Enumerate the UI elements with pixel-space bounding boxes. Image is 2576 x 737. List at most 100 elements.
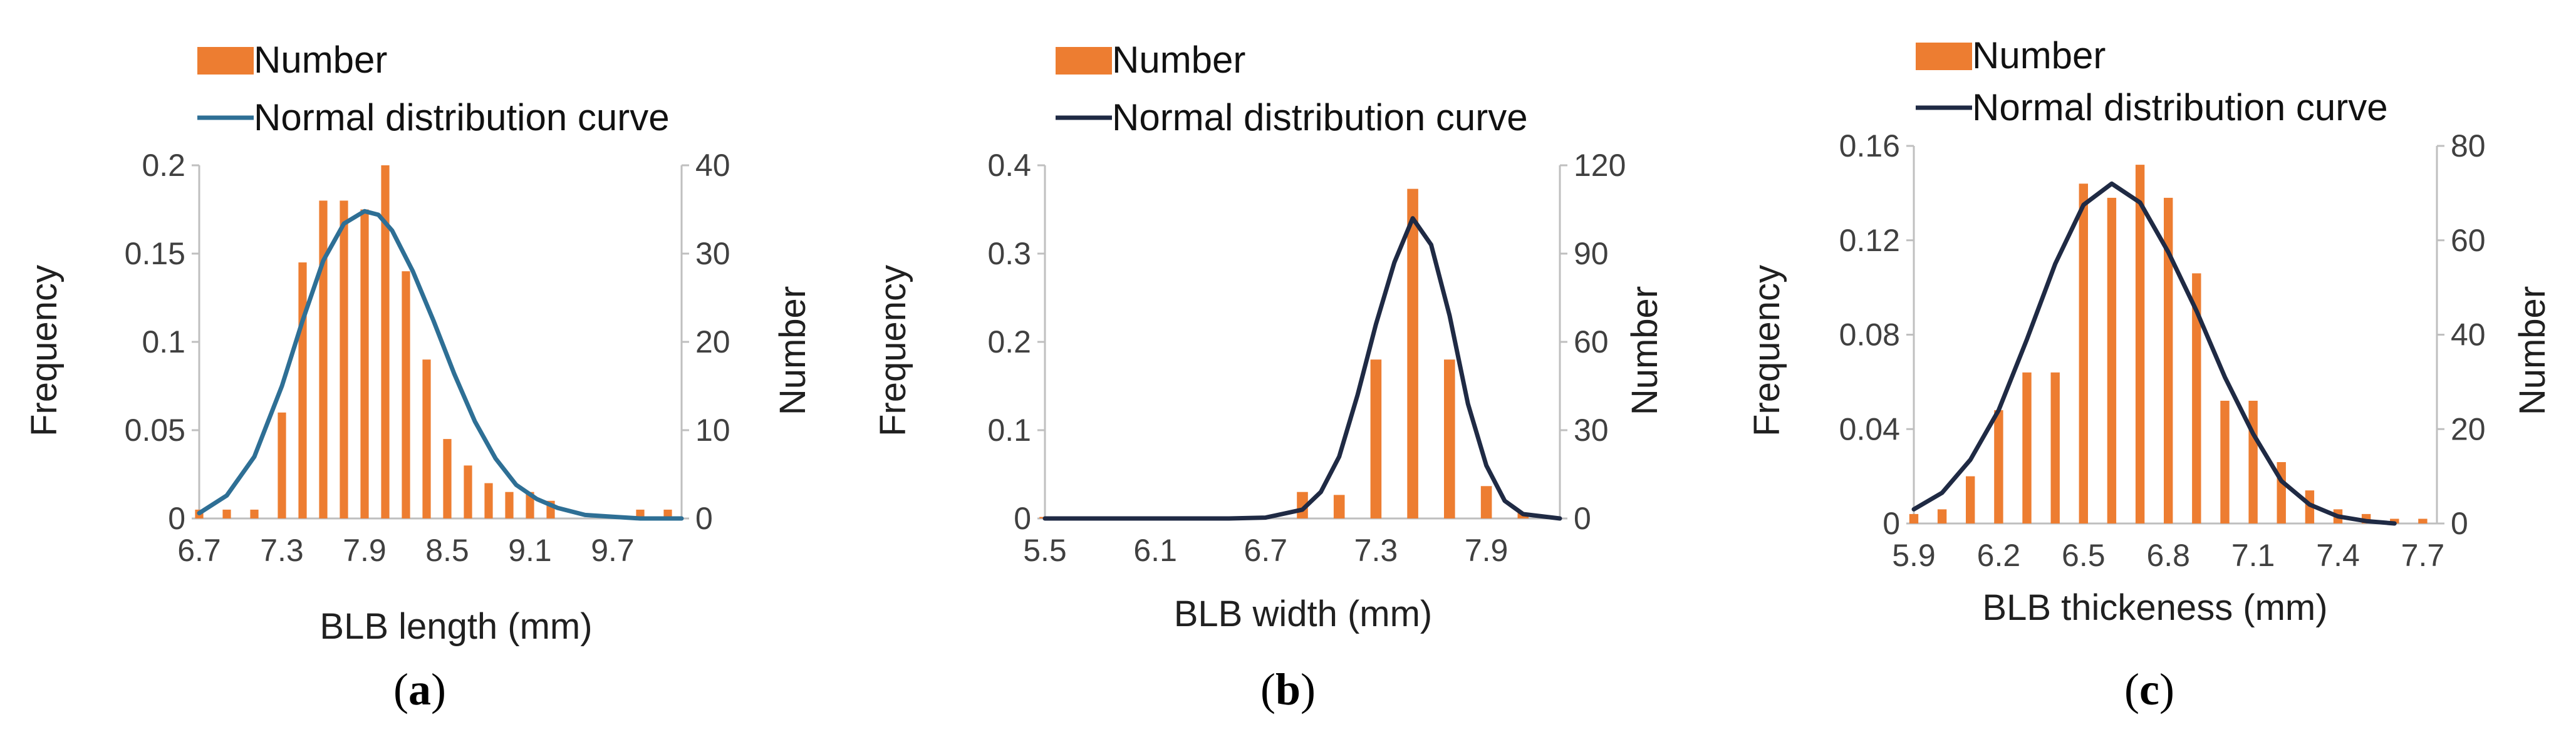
y-right-tick-label-c: 40 bbox=[2451, 317, 2486, 353]
panel-a: Number Normal distribution curve 0 0.05 0.… bbox=[0, 0, 858, 737]
y-left-axis-title-c: Frequency bbox=[1747, 265, 1787, 436]
bar-a bbox=[526, 492, 534, 518]
y-right-tick-label-a: 40 bbox=[695, 148, 730, 183]
panel-b: Number Normal distribution curve 0 0.1 0.2… bbox=[858, 0, 1716, 737]
legend-a: Number Normal distribution curve bbox=[197, 39, 670, 138]
bar-c bbox=[2390, 518, 2399, 523]
y-left-tick-label-c: 0.12 bbox=[1839, 223, 1900, 258]
y-left-tick-label-c: 0 bbox=[1883, 506, 1900, 541]
x-axis-title-a: BLB length (mm) bbox=[319, 606, 592, 647]
bar-c bbox=[2192, 273, 2201, 523]
bars-a bbox=[195, 165, 672, 518]
bar-a bbox=[298, 262, 307, 518]
y-right-axis-title-a: Number bbox=[772, 286, 813, 415]
curve-c bbox=[1911, 181, 2397, 526]
y-left-tick-label-a: 0.1 bbox=[142, 324, 185, 359]
chart-c-svg: Number Normal distribution curve 0 0.04 0.… bbox=[1747, 34, 2553, 714]
bar-b bbox=[1407, 188, 1418, 519]
bar-c bbox=[1994, 410, 2003, 523]
y-right-tick-label-c: 60 bbox=[2451, 223, 2486, 258]
y-left-tick-label-c: 0.16 bbox=[1839, 128, 1900, 163]
y-left-axis-title-a: Frequency bbox=[24, 265, 65, 436]
caption-b: (b) bbox=[1260, 664, 1316, 714]
bar-c bbox=[2220, 401, 2230, 523]
bar-c bbox=[2079, 183, 2088, 523]
y-left-tick-label-a: 0.15 bbox=[125, 236, 185, 271]
x-tick-label-c: 6.8 bbox=[2146, 538, 2190, 573]
x-tick-label-b: 5.5 bbox=[1023, 533, 1067, 568]
x-tick-label-a: 6.7 bbox=[177, 533, 221, 568]
bars-c bbox=[1909, 165, 2428, 524]
legend-c-line-label: Normal distribution curve bbox=[1972, 86, 2388, 128]
y-right-tick-label-c: 80 bbox=[2451, 128, 2486, 163]
bar-a bbox=[381, 165, 390, 518]
legend-c-bar-swatch bbox=[1916, 43, 1972, 70]
y-left-axis-title-b: Frequency bbox=[873, 265, 913, 436]
legend-a-line-label: Normal distribution curve bbox=[254, 96, 670, 138]
bar-a bbox=[340, 200, 348, 518]
bar-c bbox=[1937, 509, 1947, 523]
bar-c bbox=[2022, 372, 2032, 523]
x-tick-label-b: 6.7 bbox=[1244, 533, 1288, 568]
curve-a bbox=[197, 209, 684, 521]
bar-b bbox=[1480, 486, 1492, 518]
y-left-tick-label-a: 0.05 bbox=[125, 413, 185, 448]
panel-c: Number Normal distribution curve 0 0.04 0.… bbox=[1716, 0, 2576, 737]
y-right-tick-label-b: 0 bbox=[1574, 501, 1591, 536]
axes-b: 0 0.1 0.2 0.3 0.4 0 30 60 90 120 5.5 6.1 6.7 7.3 7.9 bbox=[987, 148, 1626, 568]
x-tick-label-c: 6.2 bbox=[1977, 538, 2021, 573]
x-tick-label-c: 7.4 bbox=[2316, 538, 2360, 573]
bar-c bbox=[1909, 513, 1919, 523]
bar-a bbox=[443, 439, 452, 518]
bar-a bbox=[222, 509, 231, 518]
bar-c bbox=[2418, 518, 2428, 523]
caption-c-letter: c bbox=[2139, 664, 2159, 714]
legend-b-line-label: Normal distribution curve bbox=[1112, 96, 1528, 138]
y-left-tick-label-a: 0.2 bbox=[142, 148, 185, 183]
normal-curve-line-b bbox=[1042, 216, 1562, 521]
bar-a bbox=[464, 465, 472, 518]
y-right-tick-label-a: 30 bbox=[695, 236, 730, 271]
y-left-tick-label-b: 0.4 bbox=[987, 148, 1031, 183]
caption-a-letter: a bbox=[408, 664, 431, 714]
chart-a-svg: Number Normal distribution curve 0 0.05 0.… bbox=[24, 39, 813, 714]
bar-a bbox=[422, 359, 431, 518]
normal-curve-line-a bbox=[197, 209, 684, 521]
x-tick-label-a: 9.1 bbox=[508, 533, 552, 568]
legend-a-bar-swatch bbox=[197, 47, 254, 75]
y-right-axis-title-b: Number bbox=[1624, 286, 1665, 415]
y-left-tick-label-a: 0 bbox=[168, 501, 185, 536]
caption-c: (c) bbox=[2124, 664, 2174, 714]
bar-a bbox=[402, 271, 410, 518]
bar-c bbox=[2277, 462, 2286, 523]
bar-c bbox=[1966, 476, 1975, 523]
y-right-tick-label-a: 10 bbox=[695, 413, 730, 448]
bar-c bbox=[2248, 401, 2258, 523]
legend-c: Number Normal distribution curve bbox=[1916, 34, 2388, 128]
bar-a bbox=[360, 209, 369, 518]
normal-curve-line-c bbox=[1911, 181, 2397, 526]
bar-b bbox=[1333, 495, 1345, 518]
bar-c bbox=[2164, 197, 2173, 523]
y-right-tick-label-a: 0 bbox=[695, 501, 713, 536]
x-tick-label-a: 8.5 bbox=[425, 533, 469, 568]
legend-b-bar-label: Number bbox=[1112, 39, 1245, 81]
y-right-tick-label-c: 0 bbox=[2451, 506, 2468, 541]
axes-a: 0 0.05 0.1 0.15 0.2 0 10 20 30 40 6.7 7.3 7.9 8.5 9.1 9… bbox=[125, 148, 730, 568]
x-tick-label-a: 9.7 bbox=[591, 533, 635, 568]
x-tick-label-b: 7.3 bbox=[1354, 533, 1398, 568]
x-tick-label-c: 7.1 bbox=[2231, 538, 2275, 573]
legend-b: Number Normal distribution curve bbox=[1056, 39, 1528, 138]
bar-c bbox=[2135, 165, 2145, 524]
y-right-tick-label-c: 20 bbox=[2451, 411, 2486, 446]
x-axis-title-b: BLB width (mm) bbox=[1174, 594, 1433, 634]
y-right-tick-label-b: 90 bbox=[1574, 236, 1609, 271]
legend-c-bar-label: Number bbox=[1972, 34, 2106, 76]
bar-b bbox=[1370, 359, 1382, 518]
y-left-tick-label-b: 0.2 bbox=[987, 324, 1031, 359]
chart-b-svg: Number Normal distribution curve 0 0.1 0.2… bbox=[873, 39, 1665, 714]
bar-a bbox=[484, 483, 493, 518]
axes-c: 0 0.04 0.08 0.12 0.16 0 20 40 60 80 5.9 6.2 6.5 6.8 7.… bbox=[1839, 128, 2486, 573]
y-right-axis-title-c: Number bbox=[2512, 286, 2553, 415]
